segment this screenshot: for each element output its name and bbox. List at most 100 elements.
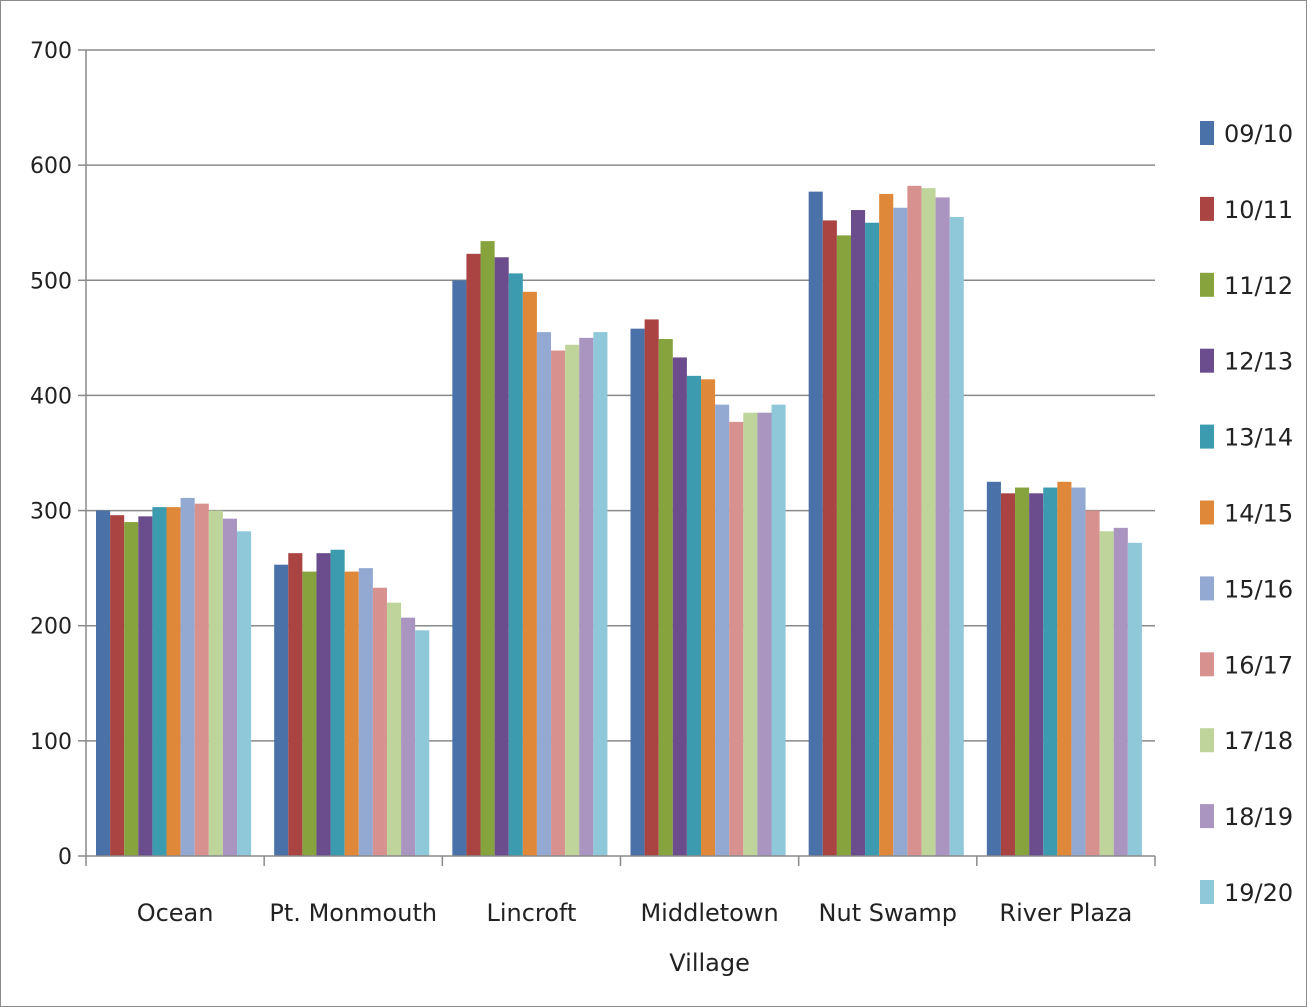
y-tick-label: 600: [30, 154, 72, 179]
legend-swatch: [1200, 348, 1214, 373]
legend-swatch: [1200, 272, 1214, 297]
bar-19-20: [237, 531, 252, 856]
bar-11-12: [658, 339, 673, 856]
bar-18-19: [401, 617, 416, 856]
bar-09-10: [274, 564, 289, 856]
bar-18-19: [757, 412, 772, 856]
legend-label: 16/17: [1224, 651, 1293, 679]
bar-12-13: [850, 210, 866, 857]
x-category-label-line: Pt. Monmouth: [269, 899, 437, 927]
legend-label: 12/13: [1224, 348, 1293, 376]
bar-19-20: [415, 630, 430, 856]
bar-16-17: [551, 350, 566, 856]
bar-09-10: [808, 191, 823, 856]
y-tick-label: 200: [30, 615, 72, 640]
x-category-label-line: Ocean: [137, 899, 214, 927]
x-category-label: Middletown Village: [640, 899, 778, 977]
legend-label: 17/18: [1224, 727, 1293, 755]
bar-12-13: [672, 357, 687, 856]
bar-14-15: [1057, 481, 1072, 856]
y-tick-label: 100: [30, 730, 72, 755]
bar-17-18: [1099, 531, 1114, 856]
bar-17-18: [921, 188, 936, 857]
bar-17-18: [386, 602, 402, 856]
legend-label: 13/14: [1224, 424, 1293, 452]
bar-18-19: [222, 518, 237, 856]
axes: [78, 49, 1156, 866]
bar-10-11: [466, 253, 481, 857]
legend-label: 14/15: [1224, 500, 1293, 528]
legend-label: 18/19: [1224, 803, 1293, 831]
x-category-label: River Plaza: [999, 899, 1132, 927]
bar-15-16: [180, 497, 195, 856]
x-category-label-line: River Plaza: [999, 899, 1132, 927]
legend-label: 19/20: [1224, 879, 1293, 907]
bar-12-13: [494, 257, 509, 856]
bar-19-20: [949, 216, 964, 856]
bar-12-13: [1029, 493, 1044, 856]
bar-09-10: [96, 510, 111, 856]
legend-label: 09/10: [1224, 120, 1293, 148]
bar-14-15: [879, 193, 894, 856]
x-category-label-line: Middletown: [640, 899, 778, 927]
bar-11-12: [836, 235, 851, 856]
gridlines: [86, 49, 1155, 742]
bar-11-12: [124, 522, 139, 856]
y-axis-tick-labels: 0 100 200 300 400 500 600 700: [30, 39, 72, 870]
bar-12-13: [138, 516, 153, 856]
legend-label: 10/11: [1224, 196, 1293, 224]
bar-17-18: [208, 510, 223, 856]
bars: [96, 185, 1142, 857]
bar-16-17: [194, 503, 209, 856]
bar-18-19: [1113, 527, 1128, 856]
bar-14-15: [701, 379, 716, 856]
legend-swatch: [1200, 121, 1214, 145]
bar-17-18: [565, 344, 580, 856]
x-category-label-line: Nut Swamp: [819, 899, 957, 927]
x-category-label-line: Lincroft: [486, 899, 576, 927]
bar-17-18: [743, 412, 758, 856]
legend-swatch: [1200, 652, 1214, 677]
y-tick-label: 400: [30, 384, 72, 409]
y-tick-label: 0: [58, 845, 72, 870]
legend-swatch: [1200, 804, 1214, 829]
bar-14-15: [166, 507, 181, 856]
y-tick-label: 300: [30, 500, 72, 525]
legend-swatch: [1200, 196, 1214, 221]
bar-13-14: [686, 375, 701, 856]
bar-18-19: [579, 337, 594, 856]
legend-label: 15/16: [1224, 575, 1293, 603]
bar-09-10: [986, 481, 1001, 856]
bar-11-12: [302, 571, 317, 856]
bar-16-17: [907, 185, 922, 856]
bar-10-11: [822, 220, 837, 856]
bar-09-10: [452, 280, 467, 856]
bar-15-16: [715, 404, 730, 856]
legend: 09/10 10/11 11/12 12/13 13/14 14/15 15/16 16/17…: [1200, 120, 1293, 907]
bar-11-12: [480, 241, 495, 856]
bar-15-16: [893, 207, 908, 856]
legend-swatch: [1200, 576, 1214, 601]
bar-13-14: [330, 549, 345, 856]
legend-swatch: [1200, 728, 1214, 753]
bar-18-19: [935, 197, 950, 856]
legend-swatch: [1200, 500, 1214, 525]
bar-13-14: [1043, 487, 1058, 856]
legend-label: 11/12: [1224, 272, 1293, 300]
legend-swatch: [1200, 424, 1214, 449]
bar-16-17: [729, 421, 744, 856]
bar-10-11: [1000, 493, 1016, 856]
bar-15-16: [536, 332, 552, 857]
bar-13-14: [508, 273, 523, 856]
bar-09-10: [630, 328, 645, 856]
bar-10-11: [288, 553, 303, 856]
bar-15-16: [358, 568, 373, 856]
bar-10-11: [644, 319, 659, 856]
legend-swatch: [1200, 880, 1214, 904]
bar-16-17: [372, 587, 387, 856]
x-category-label: Ocean: [137, 899, 214, 927]
y-tick-label: 700: [30, 39, 72, 64]
x-category-label: Lincroft: [486, 899, 576, 927]
bar-12-13: [316, 553, 331, 856]
